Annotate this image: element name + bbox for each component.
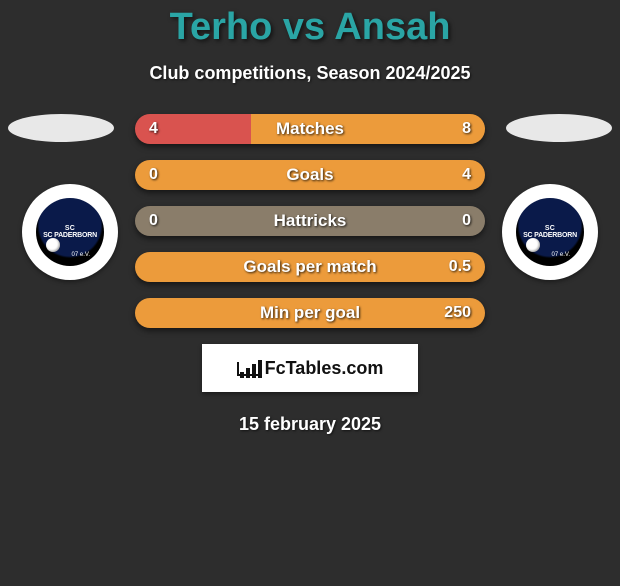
stat-value-right: 250 [444,298,471,328]
stat-label: Hattricks [135,206,485,236]
club-badge-left-inner: SC SC PADERBORN 07 e.V. [36,198,104,266]
club-badge-right-sc: SC [545,225,555,232]
club-badge-left-year: 07 e.V. [72,252,90,258]
stat-value-left: 0 [149,160,158,190]
soccer-ball-icon [46,238,60,252]
chart-icon [237,358,261,378]
stat-label: Matches [135,114,485,144]
soccer-ball-icon [526,238,540,252]
stat-row-matches: Matches4 8 [135,114,485,144]
player-left-avatar-placeholder [8,114,114,142]
stat-row-goals-per-match: Goals per match0.5 [135,252,485,282]
stat-label: Goals [135,160,485,190]
stat-value-left: 0 [149,206,158,236]
club-badge-right-year: 07 e.V. [552,252,570,258]
stat-value-right: 4 [462,160,471,190]
page-title: Terho vs Ansah [0,6,620,49]
comparison-panel: SC SC PADERBORN 07 e.V. SC SC PADERBORN … [0,114,620,328]
stat-row-goals: Goals0 4 [135,160,485,190]
stats-bars: Matches48Goals04Hattricks00Goals per mat… [135,114,485,328]
stat-label: Min per goal [135,298,485,328]
club-badge-left-sc: SC [65,225,75,232]
club-badge-left: SC SC PADERBORN 07 e.V. [22,184,118,280]
stat-row-min-per-goal: Min per goal250 [135,298,485,328]
stat-value-right: 0 [462,206,471,236]
player-right-avatar-placeholder [506,114,612,142]
stat-value-right: 0.5 [449,252,471,282]
stat-value-right: 8 [462,114,471,144]
stat-label: Goals per match [135,252,485,282]
stat-row-hattricks: Hattricks0 0 [135,206,485,236]
fctables-logo-text: FcTables.com [265,358,384,379]
match-date: 15 february 2025 [0,414,620,435]
club-badge-right-inner: SC SC PADERBORN 07 e.V. [516,198,584,266]
club-badge-right: SC SC PADERBORN 07 e.V. [502,184,598,280]
fctables-logo[interactable]: FcTables.com [202,344,418,392]
subtitle: Club competitions, Season 2024/2025 [0,63,620,84]
stat-value-left: 4 [149,114,158,144]
